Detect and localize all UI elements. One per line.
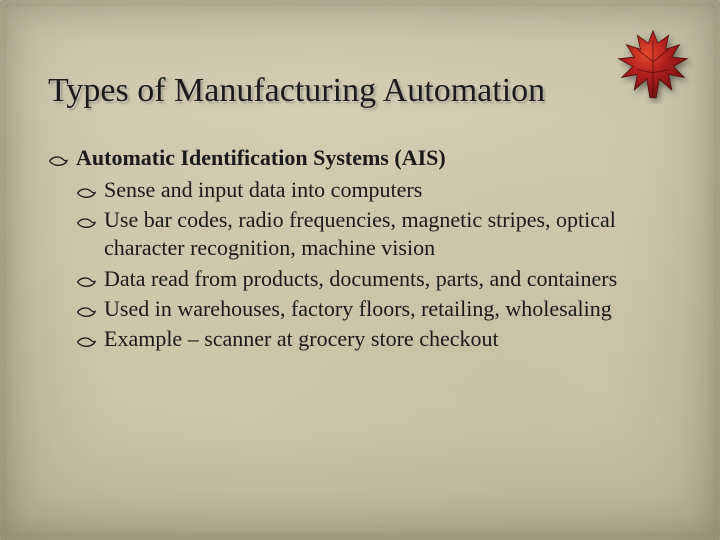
maple-leaf-icon: [612, 26, 694, 104]
bullet-level2: Sense and input data into computers: [76, 176, 640, 204]
bullet-level1: Automatic Identification Systems (AIS): [48, 144, 640, 172]
bullet-level2: Use bar codes, radio frequencies, magnet…: [76, 206, 640, 262]
bullet-level2: Example – scanner at grocery store check…: [76, 325, 640, 353]
subbullets: Sense and input data into computers Use …: [76, 176, 640, 353]
bullet-level2: Data read from products, documents, part…: [76, 265, 640, 293]
slide: Types of Manufacturing Automation Automa…: [0, 0, 720, 540]
slide-title: Types of Manufacturing Automation: [48, 72, 600, 109]
slide-body: Automatic Identification Systems (AIS) S…: [48, 144, 640, 355]
bullet-level2: Used in warehouses, factory floors, reta…: [76, 295, 640, 323]
